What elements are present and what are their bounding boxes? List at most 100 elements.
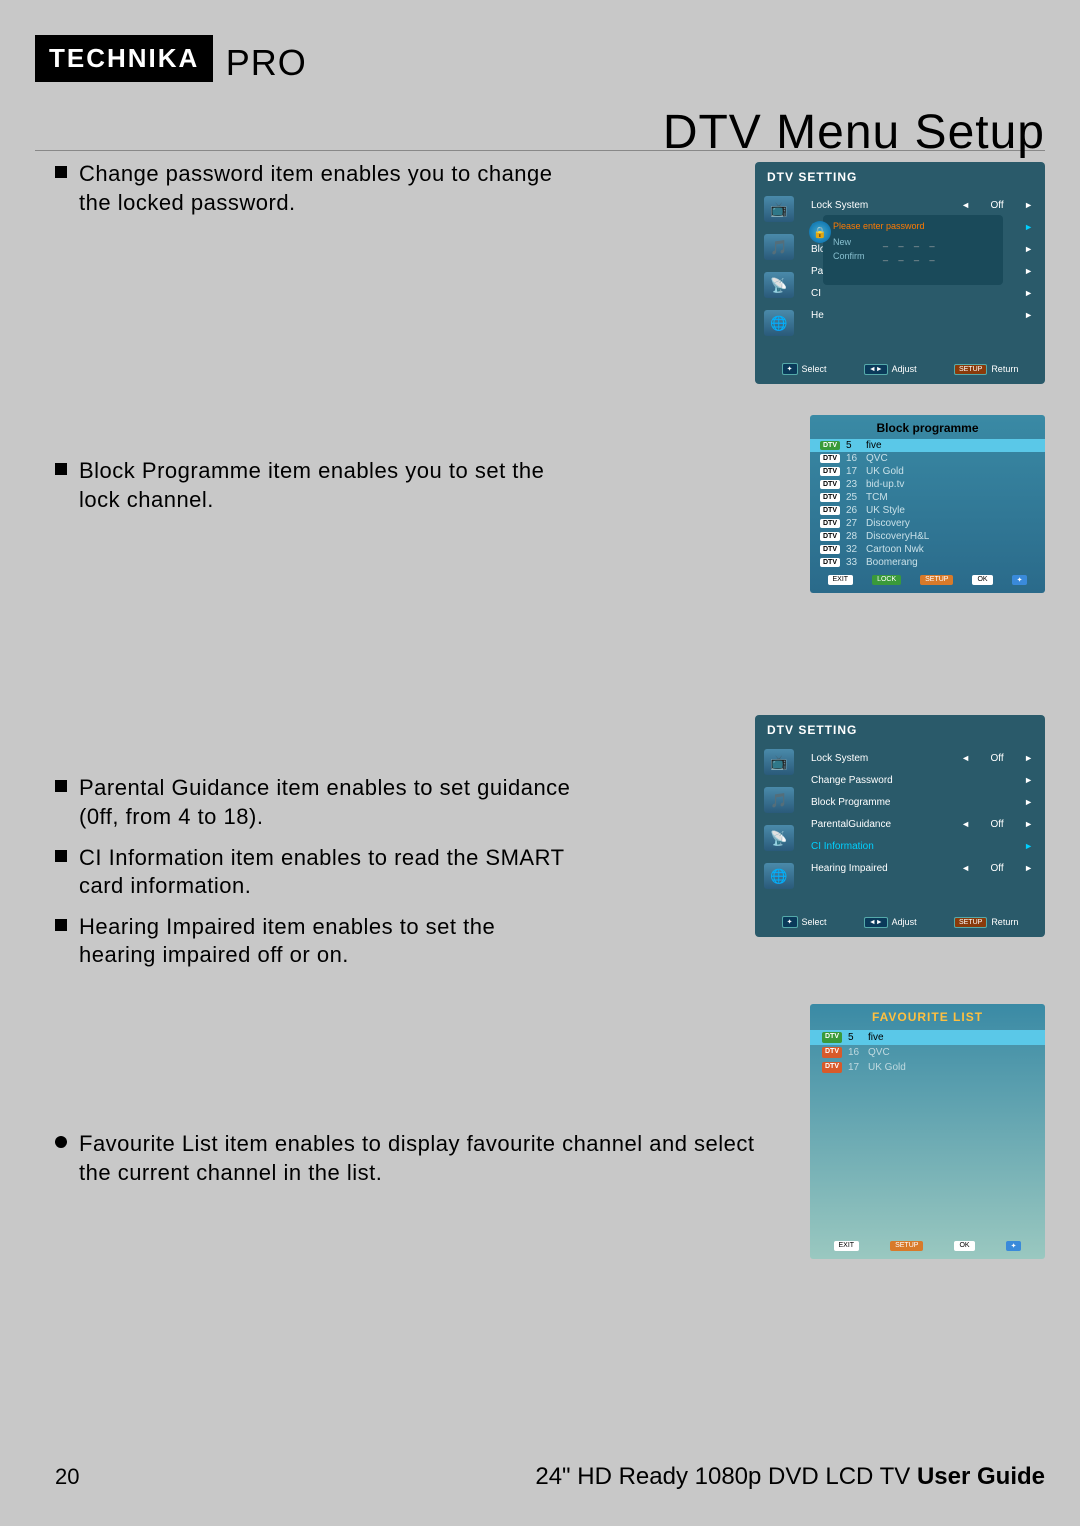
dtv-setting-panel-ci: DTV SETTING 📺 🎵 📡 🌐 Lock System ◄Off► Ch…: [755, 715, 1045, 937]
exit-button[interactable]: EXIT: [834, 1241, 860, 1251]
dtv-badge: DTV: [822, 1062, 842, 1073]
channel-name: QVC: [868, 1047, 890, 1058]
channel-row[interactable]: DTV17UK Gold: [810, 1060, 1045, 1075]
bullet-text: Favourite List item enables to display f…: [79, 1130, 755, 1187]
menu-row-block-programme[interactable]: Block Programme ►: [807, 791, 1037, 813]
menu-row-lock-system[interactable]: Lock System ◄Off►: [807, 194, 1037, 216]
page: TECHNIKA PRO DTV Menu Setup Change passw…: [0, 0, 1080, 1526]
picture-icon: 📺: [764, 749, 794, 775]
picture-icon: 📺: [764, 196, 794, 222]
channel-row[interactable]: DTV 5five: [810, 439, 1045, 452]
square-bullet-icon: [55, 919, 67, 931]
panel-footer: ✦Select ◄►Adjust SETUPReturn: [755, 357, 1045, 381]
channel-row[interactable]: DTV 5five: [810, 1030, 1045, 1045]
bullet-text: Change password item enables you to chan…: [79, 160, 579, 217]
channel-name: five: [866, 440, 882, 451]
setup-icon: 📡: [764, 272, 794, 298]
channel-name: bid-up.tv: [866, 479, 904, 490]
channel-name: five: [868, 1032, 884, 1043]
channel-number: 5: [846, 440, 866, 451]
channel-number: 16: [846, 453, 866, 464]
channel-name: Cartoon Nwk: [866, 544, 924, 555]
channel-row[interactable]: DTV23bid-up.tv: [810, 478, 1045, 491]
channel-list: DTV5fiveDTV16QVCDTV17UK Gold: [810, 1030, 1045, 1241]
dtv-badge: DTV: [820, 480, 840, 489]
menu-row-change-password[interactable]: Change Password ►: [807, 769, 1037, 791]
page-title: DTV Menu Setup: [663, 105, 1045, 160]
system-icon: 🌐: [764, 863, 794, 889]
channel-row[interactable]: DTV17UK Gold: [810, 465, 1045, 478]
dtv-badge: DTV: [820, 493, 840, 502]
setup-button[interactable]: SETUP: [920, 575, 953, 585]
dtv-badge: DTV: [820, 441, 840, 450]
bullet-text: Block Programme item enables you to set …: [79, 457, 579, 514]
dtv-badge: DTV: [820, 467, 840, 476]
ok-button[interactable]: OK: [954, 1241, 974, 1251]
logo: TECHNIKA PRO: [35, 35, 307, 84]
block-programme-panel: Block programme DTV5fiveDTV16QVCDTV17UK …: [810, 415, 1045, 593]
channel-number: 16: [848, 1047, 868, 1058]
channel-list: DTV5fiveDTV16QVCDTV17UK GoldDTV23bid-up.…: [810, 439, 1045, 569]
menu-row-hearing-impaired[interactable]: Hearing Impaired ◄Off►: [807, 857, 1037, 879]
channel-name: DiscoveryH&L: [866, 531, 929, 542]
menu-list: Lock System ◄Off► Change Password ► Bloc…: [803, 745, 1045, 910]
channel-row[interactable]: DTV 26UK Style: [810, 504, 1045, 517]
password-input-new[interactable]: _ _ _ _: [883, 237, 939, 247]
menu-row-lock-system[interactable]: Lock System ◄Off►: [807, 747, 1037, 769]
channel-row[interactable]: DTV28DiscoveryH&L: [810, 530, 1045, 543]
bullet-text: CI Information item enables to read the …: [79, 844, 575, 901]
panel-title: DTV SETTING: [755, 715, 1045, 745]
channel-name: Boomerang: [866, 557, 918, 568]
bullet-text: Hearing Impaired item enables to set the…: [79, 913, 575, 970]
channel-row[interactable]: DTV16QVC: [810, 452, 1045, 465]
square-bullet-icon: [55, 166, 67, 178]
channel-row[interactable]: DTV33Boomerang: [810, 556, 1045, 569]
page-footer: 20 24" HD Ready 1080p DVD LCD TV User Gu…: [55, 1463, 1045, 1491]
channel-row[interactable]: DTV16QVC: [810, 1045, 1045, 1060]
bullet-parental-guidance: Parental Guidance item enables to set gu…: [55, 774, 575, 831]
panel-footer: EXIT SETUP OK ✦: [810, 1241, 1045, 1251]
bullet-text: Parental Guidance item enables to set gu…: [79, 774, 575, 831]
dtv-setting-panel-password: DTV SETTING 📺 🎵 📡 🌐 Lock System ◄Off► Ch…: [755, 162, 1045, 384]
channel-number: 33: [846, 557, 866, 568]
logo-brand: TECHNIKA: [35, 35, 213, 82]
menu-row-parental-guidance[interactable]: ParentalGuidance ◄Off►: [807, 813, 1037, 835]
nav-button[interactable]: ✦: [1012, 575, 1028, 585]
dtv-badge: DTV: [820, 519, 840, 528]
dtv-badge: DTV: [822, 1032, 842, 1043]
channel-name: QVC: [866, 453, 888, 464]
square-bullet-icon: [55, 850, 67, 862]
channel-number: 26: [846, 505, 866, 516]
channel-number: 28: [846, 531, 866, 542]
exit-button[interactable]: EXIT: [828, 575, 854, 585]
channel-name: Discovery: [866, 518, 910, 529]
password-input-confirm[interactable]: _ _ _ _: [883, 251, 939, 261]
menu-row[interactable]: CI ►: [807, 282, 1037, 304]
bullet-hearing-impaired: Hearing Impaired item enables to set the…: [55, 913, 575, 970]
page-number: 20: [55, 1464, 79, 1490]
ok-button[interactable]: OK: [972, 575, 992, 585]
channel-name: UK Style: [866, 505, 905, 516]
lock-button[interactable]: LOCK: [872, 575, 901, 585]
password-popup: 🔒 Please enter password New_ _ _ _ Confi…: [823, 215, 1003, 285]
setup-button[interactable]: SETUP: [890, 1241, 923, 1251]
channel-row[interactable]: DTV27Discovery: [810, 517, 1045, 530]
square-bullet-icon: [55, 463, 67, 475]
category-icons: 📺 🎵 📡 🌐: [755, 745, 803, 910]
dtv-badge: DTV: [820, 506, 840, 515]
bullet-favourite-list: Favourite List item enables to display f…: [55, 1130, 755, 1187]
channel-row[interactable]: DTV32Cartoon Nwk: [810, 543, 1045, 556]
channel-row[interactable]: DTV 25TCM: [810, 491, 1045, 504]
channel-number: 17: [848, 1062, 868, 1073]
menu-row-ci-information[interactable]: CI Information ►: [807, 835, 1037, 857]
channel-name: TCM: [866, 492, 888, 503]
menu-row[interactable]: He ►: [807, 304, 1037, 326]
channel-name: UK Gold: [866, 466, 904, 477]
nav-button[interactable]: ✦: [1006, 1241, 1022, 1251]
channel-number: 25: [846, 492, 866, 503]
setup-icon: 📡: [764, 825, 794, 851]
bullet-ci-information: CI Information item enables to read the …: [55, 844, 575, 901]
system-icon: 🌐: [764, 310, 794, 336]
channel-number: 5: [848, 1032, 868, 1043]
lock-icon: 🔒: [809, 221, 831, 243]
